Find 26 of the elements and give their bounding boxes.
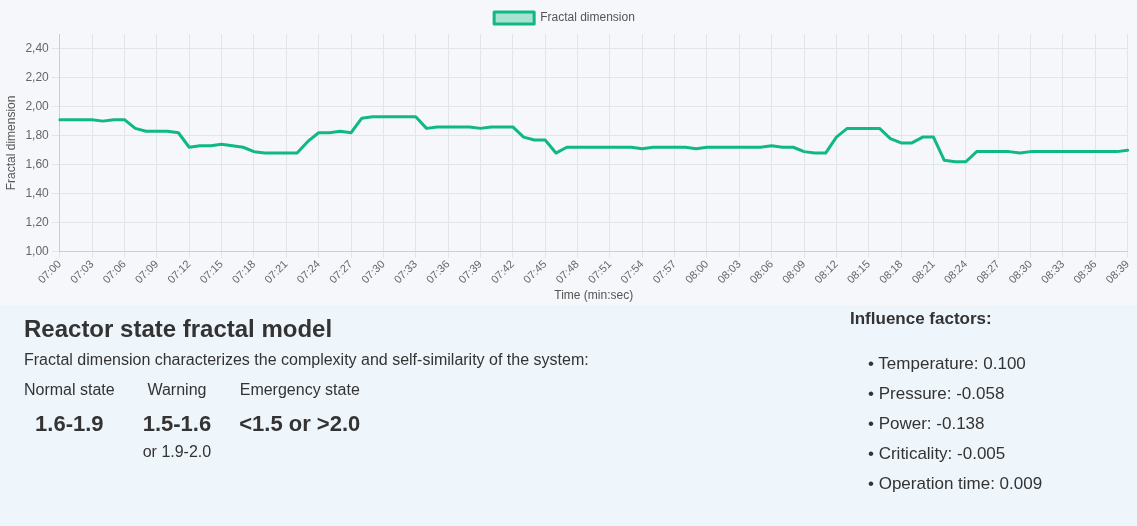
y-tick-label: 2,00	[25, 98, 50, 113]
text: • Pressure: -0.058	[868, 383, 1006, 405]
y-tick-label: 1,40	[25, 186, 50, 201]
y-tick-label: 1,60	[25, 156, 50, 171]
text: Reactor state fractal model	[24, 315, 334, 343]
text: <1.5 or >2.0	[239, 411, 361, 437]
text: 1.5-1.6	[142, 411, 212, 437]
text: • Power: -0.138	[868, 413, 986, 435]
y-tick-label: 1,00	[25, 244, 50, 259]
y-tick-label: 2,20	[25, 69, 50, 84]
y-tick-label: 2,40	[25, 40, 50, 55]
text: • Criticality: -0.005	[868, 443, 1007, 465]
y-tick-label: 1,80	[25, 127, 50, 142]
y-tick-label: 1,20	[25, 215, 50, 230]
text: or 1.9-2.0	[142, 443, 212, 461]
text: Fractal dimension characterizes the complexity and self-similarity of the system:	[24, 351, 590, 369]
text: 1.6-1.9	[34, 411, 105, 437]
legend-label: Fractal dimension	[540, 10, 635, 25]
y-axis-title: Fractal dimension	[3, 95, 18, 191]
text: • Temperature: 0.100	[868, 353, 1027, 375]
text: Influence factors:	[850, 309, 993, 329]
text: Emergency state	[239, 381, 361, 399]
text: Warning	[146, 381, 208, 399]
text: • Operation time: 0.009	[868, 473, 1044, 495]
x-axis-title: Time (min:sec)	[554, 288, 634, 303]
text: Normal state	[24, 381, 115, 399]
